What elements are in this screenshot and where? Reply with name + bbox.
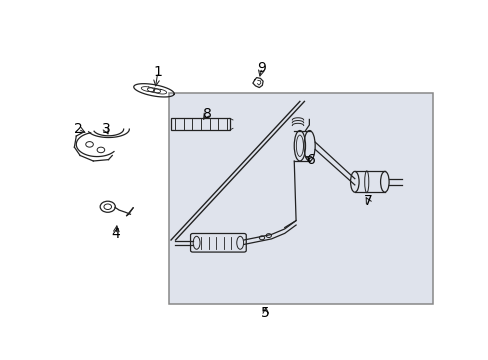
Text: 4: 4: [111, 228, 120, 242]
Bar: [171, 118, 229, 130]
Text: 2: 2: [74, 122, 82, 136]
Text: 3: 3: [102, 122, 110, 136]
Text: 7: 7: [363, 194, 372, 208]
Text: 5: 5: [261, 306, 269, 320]
Text: 6: 6: [306, 153, 315, 167]
Text: 1: 1: [153, 65, 162, 79]
Text: 8: 8: [202, 107, 211, 121]
Bar: [169, 93, 432, 304]
Text: 9: 9: [257, 60, 266, 75]
